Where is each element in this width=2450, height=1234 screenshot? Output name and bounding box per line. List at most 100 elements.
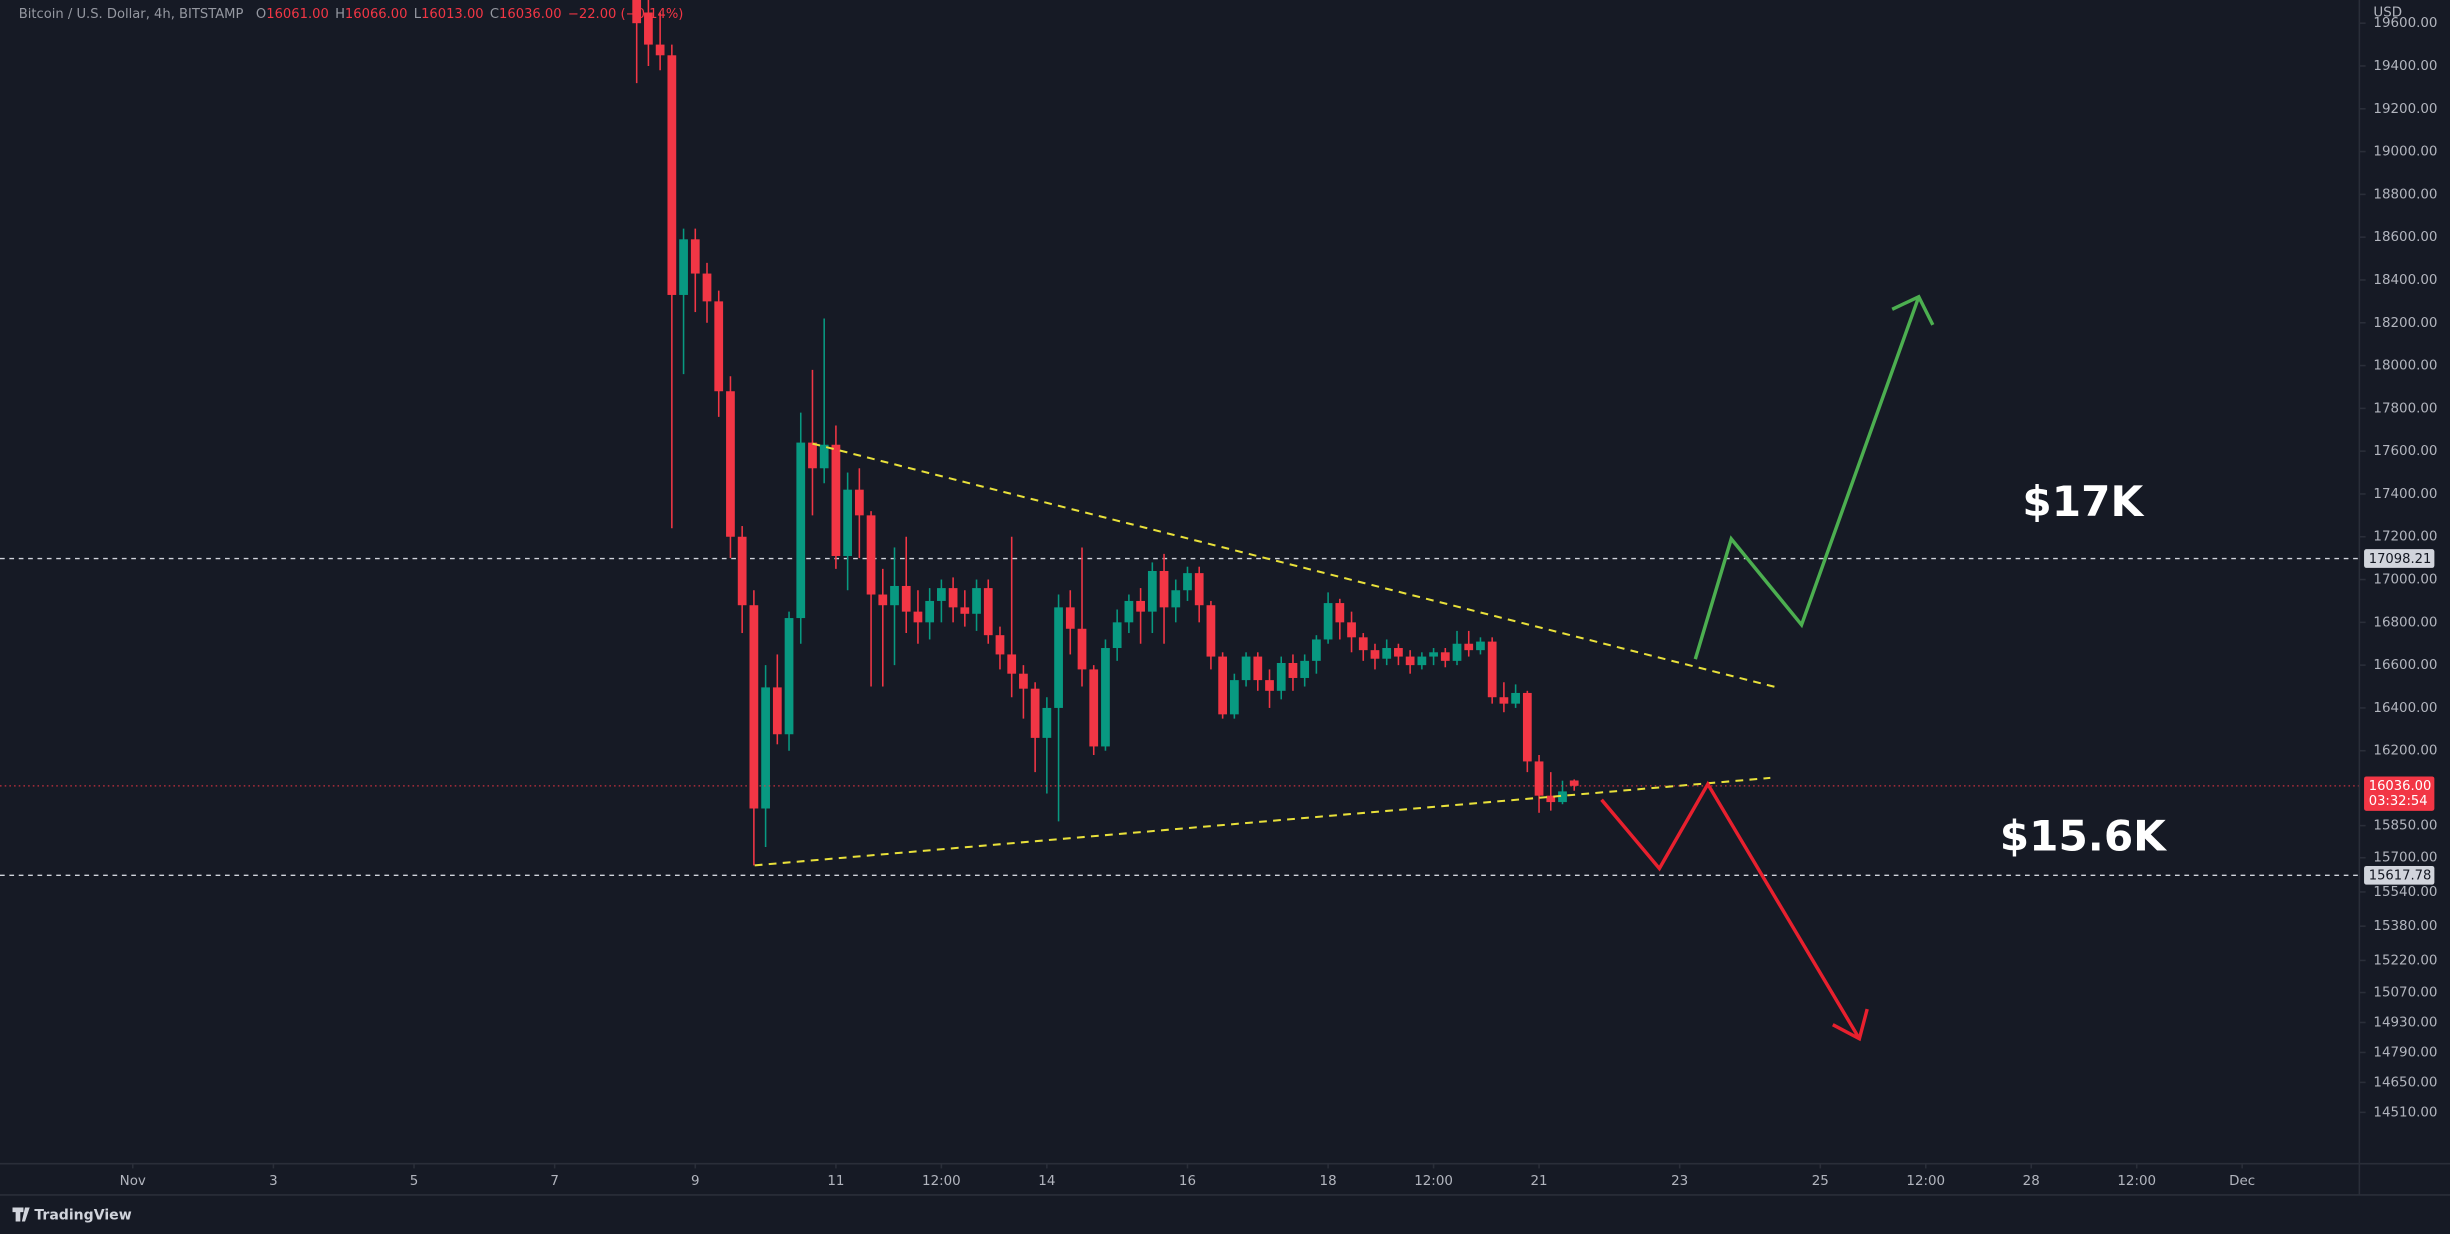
candle-body xyxy=(1335,603,1345,623)
annotation: $17K xyxy=(2022,477,2144,526)
y-tick-label: 15700.00 xyxy=(2373,851,2437,866)
candle-body xyxy=(690,239,700,274)
candle-body xyxy=(1124,600,1134,623)
candle-body xyxy=(1382,648,1392,659)
candle-body xyxy=(1183,573,1192,591)
last-price-box xyxy=(2364,776,2435,811)
y-tick-label: 17200.00 xyxy=(2373,530,2437,545)
candle-body xyxy=(1194,573,1204,606)
y-tick-label: 18400.00 xyxy=(2373,273,2437,288)
x-tick-label: 23 xyxy=(1671,1174,1688,1189)
x-tick-label: 25 xyxy=(1812,1174,1829,1189)
change: −22.00 (−0.14%) xyxy=(568,7,684,22)
y-tick-label: 18800.00 xyxy=(2373,187,2437,202)
candle-body xyxy=(890,585,899,606)
candle-body xyxy=(726,391,735,537)
candle-body xyxy=(913,611,923,623)
candle-body xyxy=(1522,692,1532,762)
candle-body xyxy=(761,687,770,809)
x-tick-label: 3 xyxy=(269,1174,278,1189)
y-tick-label: 16600.00 xyxy=(2373,658,2437,673)
candle-body xyxy=(819,444,829,469)
upper-trendline xyxy=(812,442,1777,689)
candle-body xyxy=(901,585,911,612)
candle-body xyxy=(749,605,759,809)
candle-body xyxy=(854,489,864,516)
x-tick-label: 7 xyxy=(550,1174,559,1189)
candle-body xyxy=(1511,692,1520,704)
y-tick-label: 17400.00 xyxy=(2373,487,2437,502)
candle-body xyxy=(960,607,970,614)
y-tick-label: 19400.00 xyxy=(2373,59,2437,74)
annotation: $15.6K xyxy=(2000,811,2167,860)
y-tick-label: 15070.00 xyxy=(2373,986,2437,1001)
y-tick-label: 14650.00 xyxy=(2373,1075,2437,1090)
branding: TradingView xyxy=(12,1207,132,1223)
y-tick-label: 14790.00 xyxy=(2373,1045,2437,1060)
candle-body xyxy=(655,44,665,56)
candle-body xyxy=(1569,780,1579,786)
y-tick-label: 17000.00 xyxy=(2373,573,2437,588)
branding-text: TradingView xyxy=(34,1207,131,1223)
axes: 19600.00 19400.00 19200.00 19000.00 18800.00… xyxy=(120,16,2438,1189)
bearish-arrowhead xyxy=(1832,1008,1869,1042)
y-tick-label: 15380.00 xyxy=(2373,919,2437,934)
countdown-label: 03:32:54 xyxy=(2369,794,2428,809)
y-tick-label: 18000.00 xyxy=(2373,359,2437,374)
y-tick-label: 15850.00 xyxy=(2373,819,2437,834)
candle-body xyxy=(1229,680,1239,715)
candle-body xyxy=(1405,656,1415,666)
candle-body xyxy=(1136,600,1145,612)
candle-body xyxy=(878,594,888,606)
candle-body xyxy=(1499,697,1509,704)
bullish-arrowhead xyxy=(1891,294,1935,326)
x-tick-label: 9 xyxy=(691,1174,700,1189)
x-tick-label: 11 xyxy=(827,1174,844,1189)
y-tick-label: 14930.00 xyxy=(2373,1015,2437,1030)
candle-body xyxy=(972,588,981,614)
lower-trendline xyxy=(754,776,1771,867)
symbol: Bitcoin / U.S. Dollar, 4h, BITSTAMP xyxy=(19,7,244,22)
y-tick-label: 19000.00 xyxy=(2373,145,2437,160)
y-tick-label: 19600.00 xyxy=(2373,16,2437,31)
x-tick-label: 12:00 xyxy=(922,1174,961,1189)
ohlc-value: 16066.00 xyxy=(345,7,408,22)
candle-body xyxy=(784,618,794,735)
x-tick-label: Nov xyxy=(120,1174,146,1189)
candle-body xyxy=(1452,643,1462,661)
candle-body xyxy=(1218,656,1228,715)
candle-body xyxy=(1241,656,1251,681)
candle-body xyxy=(1206,605,1216,657)
candle-body xyxy=(702,273,712,302)
candle-body xyxy=(831,444,841,557)
candle-body xyxy=(1534,761,1544,796)
symbol-header: Bitcoin / U.S. Dollar, 4h, BITSTAMP O1606… xyxy=(19,7,684,22)
x-tick-label: 5 xyxy=(410,1174,419,1189)
x-tick-label: 28 xyxy=(2023,1174,2040,1189)
drawings: $17K $15.6K xyxy=(754,294,2167,1042)
candle-body xyxy=(737,536,747,606)
y-tick-label: 14510.00 xyxy=(2373,1105,2437,1120)
candle-body xyxy=(1101,648,1110,747)
candle-body xyxy=(808,442,817,469)
y-tick-label: 15540.00 xyxy=(2373,885,2437,900)
candle-body xyxy=(1312,639,1321,661)
x-tick-label: 14 xyxy=(1038,1174,1055,1189)
ohlc-value: 16013.00 xyxy=(421,7,484,22)
y-tick-label: 16200.00 xyxy=(2373,744,2437,759)
currency-label: USD xyxy=(2373,5,2402,20)
y-tick-label: 19200.00 xyxy=(2373,102,2437,117)
candle-body xyxy=(1089,669,1099,747)
candle-body xyxy=(1171,590,1181,608)
candle-body xyxy=(1030,688,1040,738)
y-tick-label: 17600.00 xyxy=(2373,444,2437,459)
candle-body xyxy=(925,600,935,623)
x-tick-label: 21 xyxy=(1531,1174,1548,1189)
level-label: 15617.78 xyxy=(2369,869,2432,884)
candle-body xyxy=(1054,607,1063,708)
candle-body xyxy=(772,687,782,735)
x-tick-label: 16 xyxy=(1179,1174,1196,1189)
candle-body xyxy=(866,515,876,595)
